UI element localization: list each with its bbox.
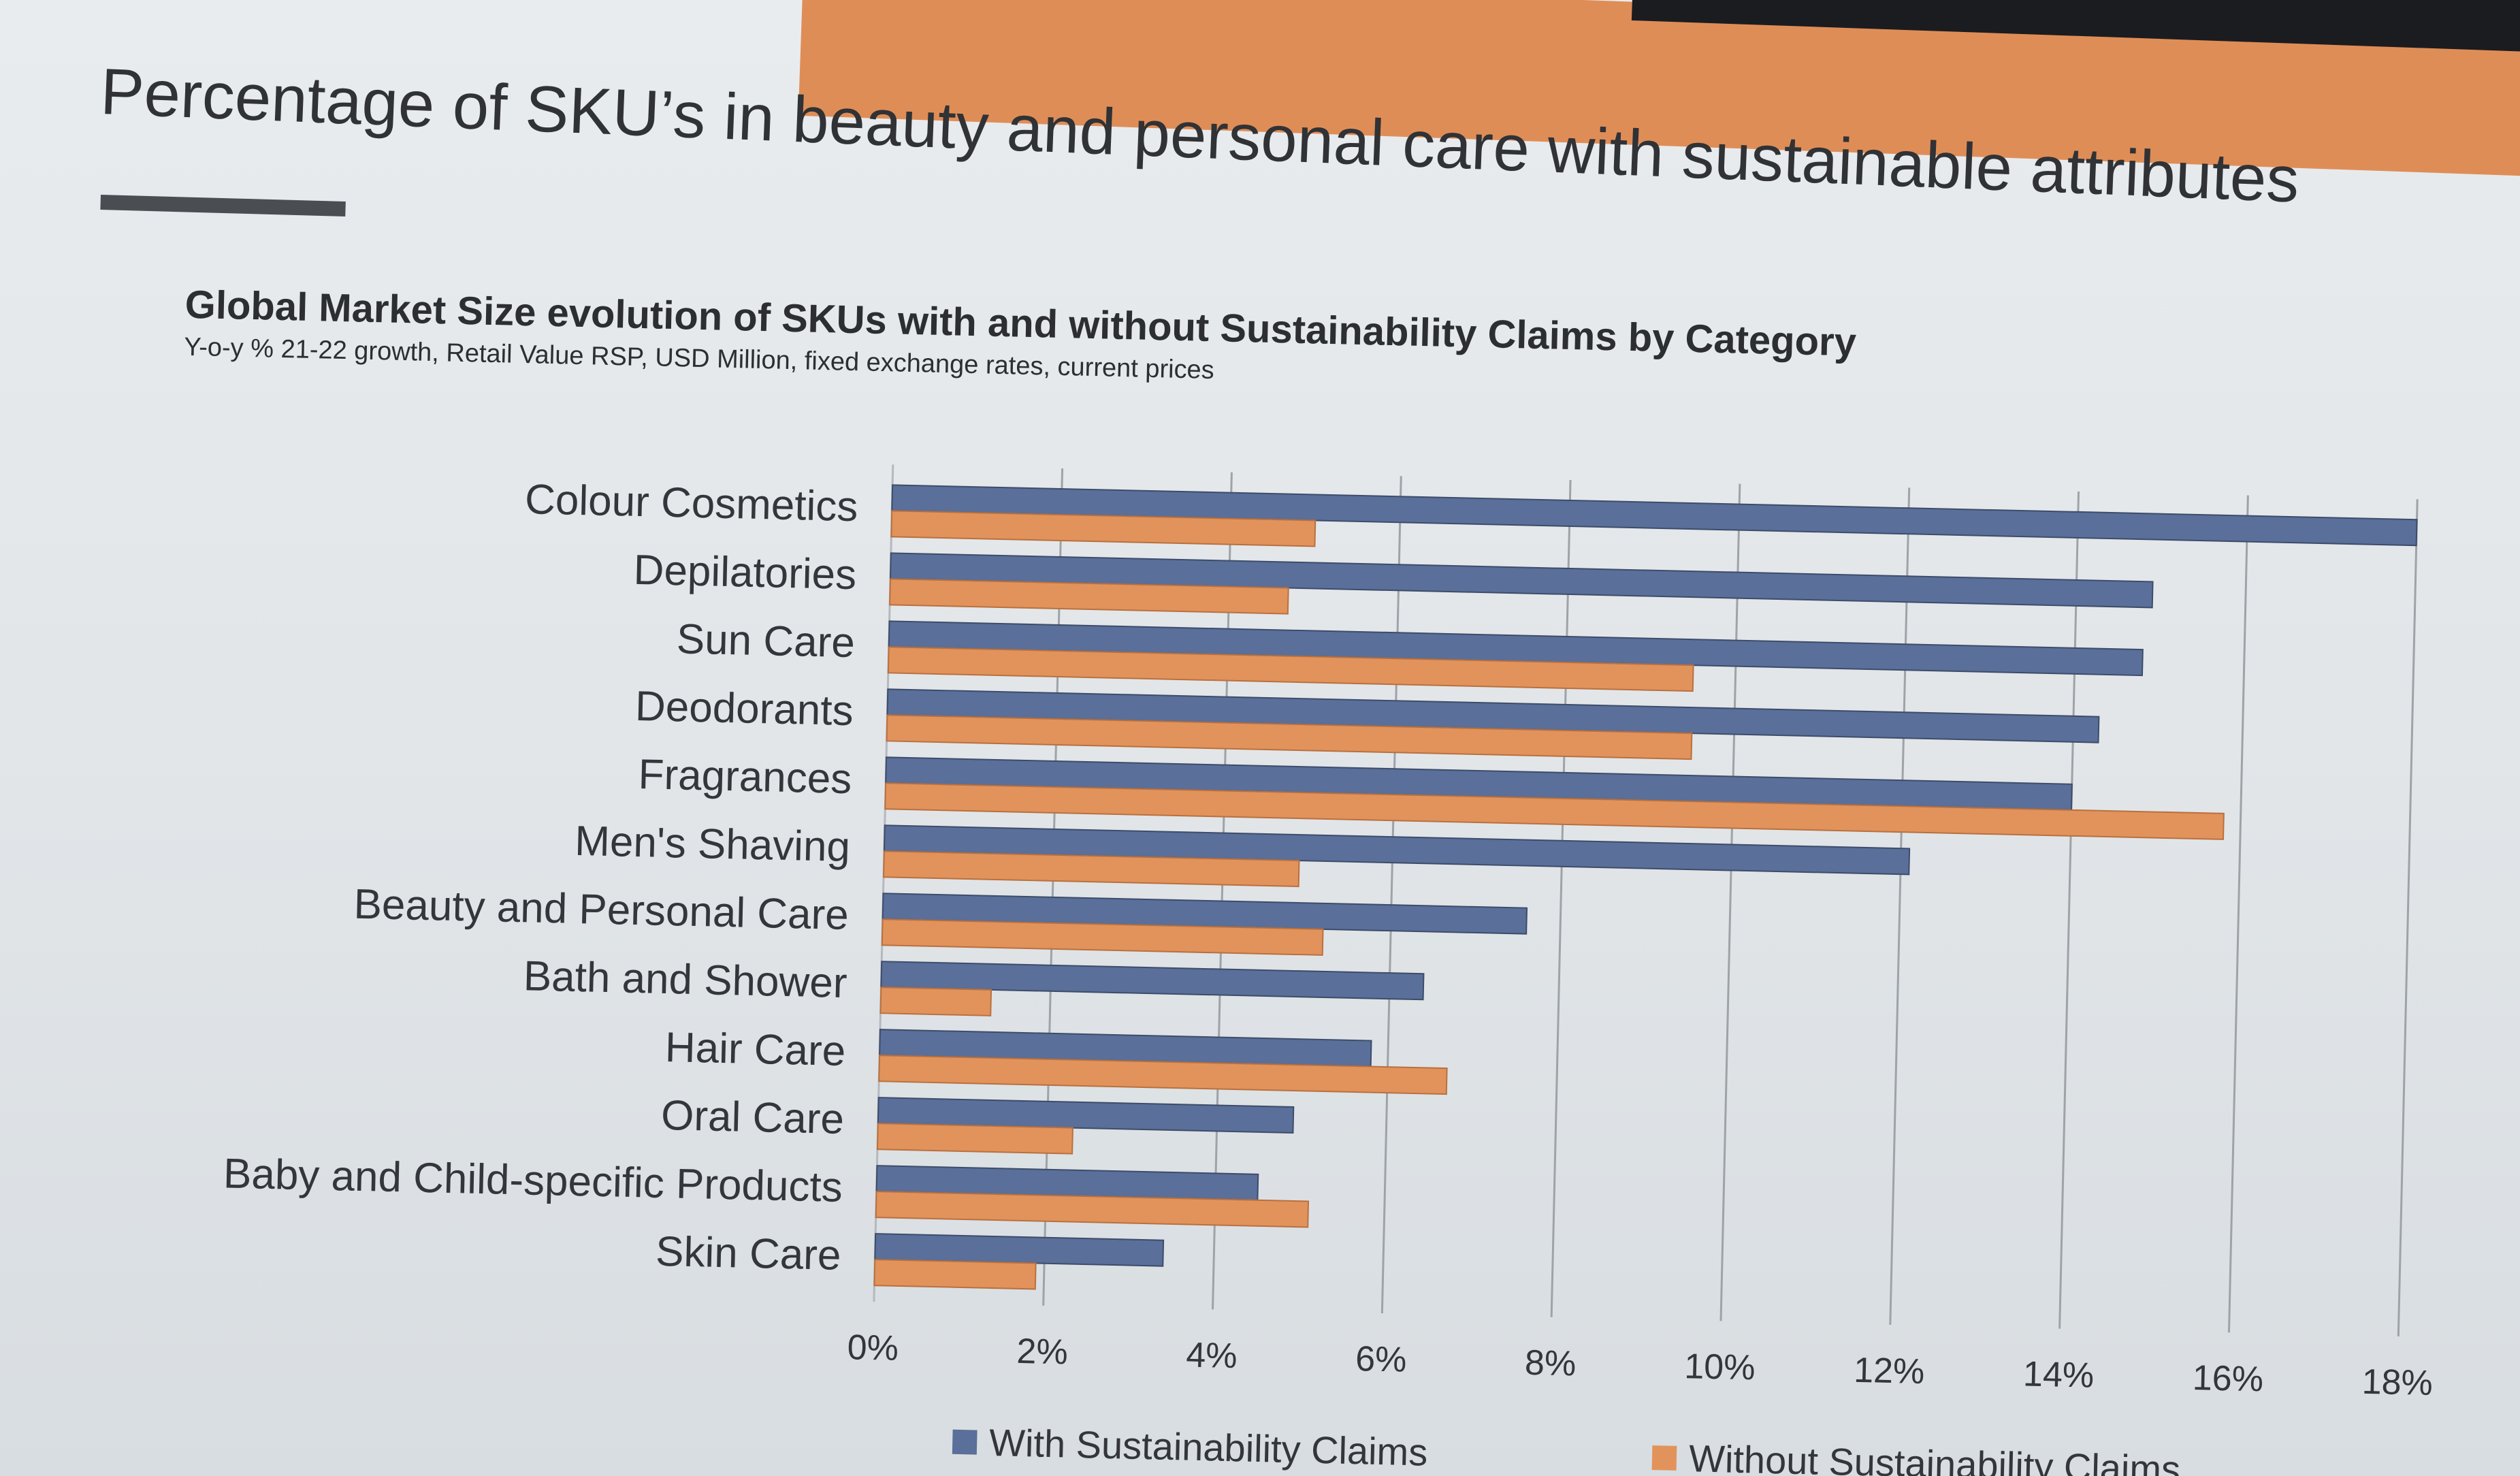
gridline: [2058, 491, 2080, 1329]
bar-with-claims: [891, 484, 2418, 547]
bar-without-claims: [889, 578, 1289, 615]
category-label: Fragrances: [638, 751, 852, 803]
bar-with-claims: [877, 1097, 1295, 1134]
bar-without-claims: [876, 1123, 1073, 1155]
legend-swatch-without: [1651, 1445, 1677, 1471]
x-tick-label: 8%: [1524, 1343, 1576, 1384]
category-label: Oral Care: [660, 1092, 844, 1143]
x-tick-label: 12%: [1854, 1351, 1925, 1392]
gridline: [2227, 495, 2249, 1333]
gridline: [2397, 499, 2419, 1336]
bar-without-claims: [890, 510, 1316, 547]
x-tick-label: 16%: [2192, 1358, 2263, 1399]
bar-without-claims: [886, 714, 1693, 760]
gridline: [1380, 476, 1402, 1314]
x-tick-label: 14%: [2022, 1354, 2094, 1395]
gridline: [1889, 487, 1911, 1325]
category-label: Men's Shaving: [575, 818, 851, 871]
bar-without-claims: [873, 1259, 1037, 1290]
gridline: [1719, 483, 1741, 1321]
category-label: Depilatories: [633, 547, 857, 598]
x-tick-label: 2%: [1016, 1332, 1068, 1373]
bar-without-claims: [887, 646, 1694, 692]
category-label: Sun Care: [676, 615, 855, 667]
gridline: [1550, 479, 1572, 1317]
category-label: Skin Care: [655, 1228, 841, 1279]
legend-swatch-with: [952, 1429, 978, 1455]
x-tick-label: 10%: [1684, 1347, 1756, 1387]
category-label: Beauty and Personal Care: [353, 881, 850, 939]
bar-with-claims: [889, 552, 2154, 609]
category-label: Colour Cosmetics: [524, 476, 858, 530]
bar-with-claims: [883, 824, 1911, 876]
bar-without-claims: [878, 1055, 1448, 1095]
bar-without-claims: [881, 918, 1324, 956]
category-label: Bath and Shower: [523, 952, 847, 1007]
x-tick-label: 4%: [1186, 1336, 1238, 1377]
bar-without-claims: [875, 1191, 1310, 1228]
category-label: Deodorants: [634, 683, 854, 735]
bar-without-claims: [879, 986, 992, 1016]
x-tick-label: 0%: [847, 1328, 899, 1368]
bar-without-claims: [883, 850, 1300, 888]
category-label: Baby and Child-specific Products: [223, 1150, 843, 1211]
x-tick-label: 6%: [1355, 1339, 1407, 1380]
x-tick-label: 18%: [2361, 1362, 2433, 1403]
bar-without-claims: [884, 782, 2225, 840]
bar-with-claims: [880, 961, 1425, 1001]
category-label: Hair Care: [664, 1024, 846, 1075]
